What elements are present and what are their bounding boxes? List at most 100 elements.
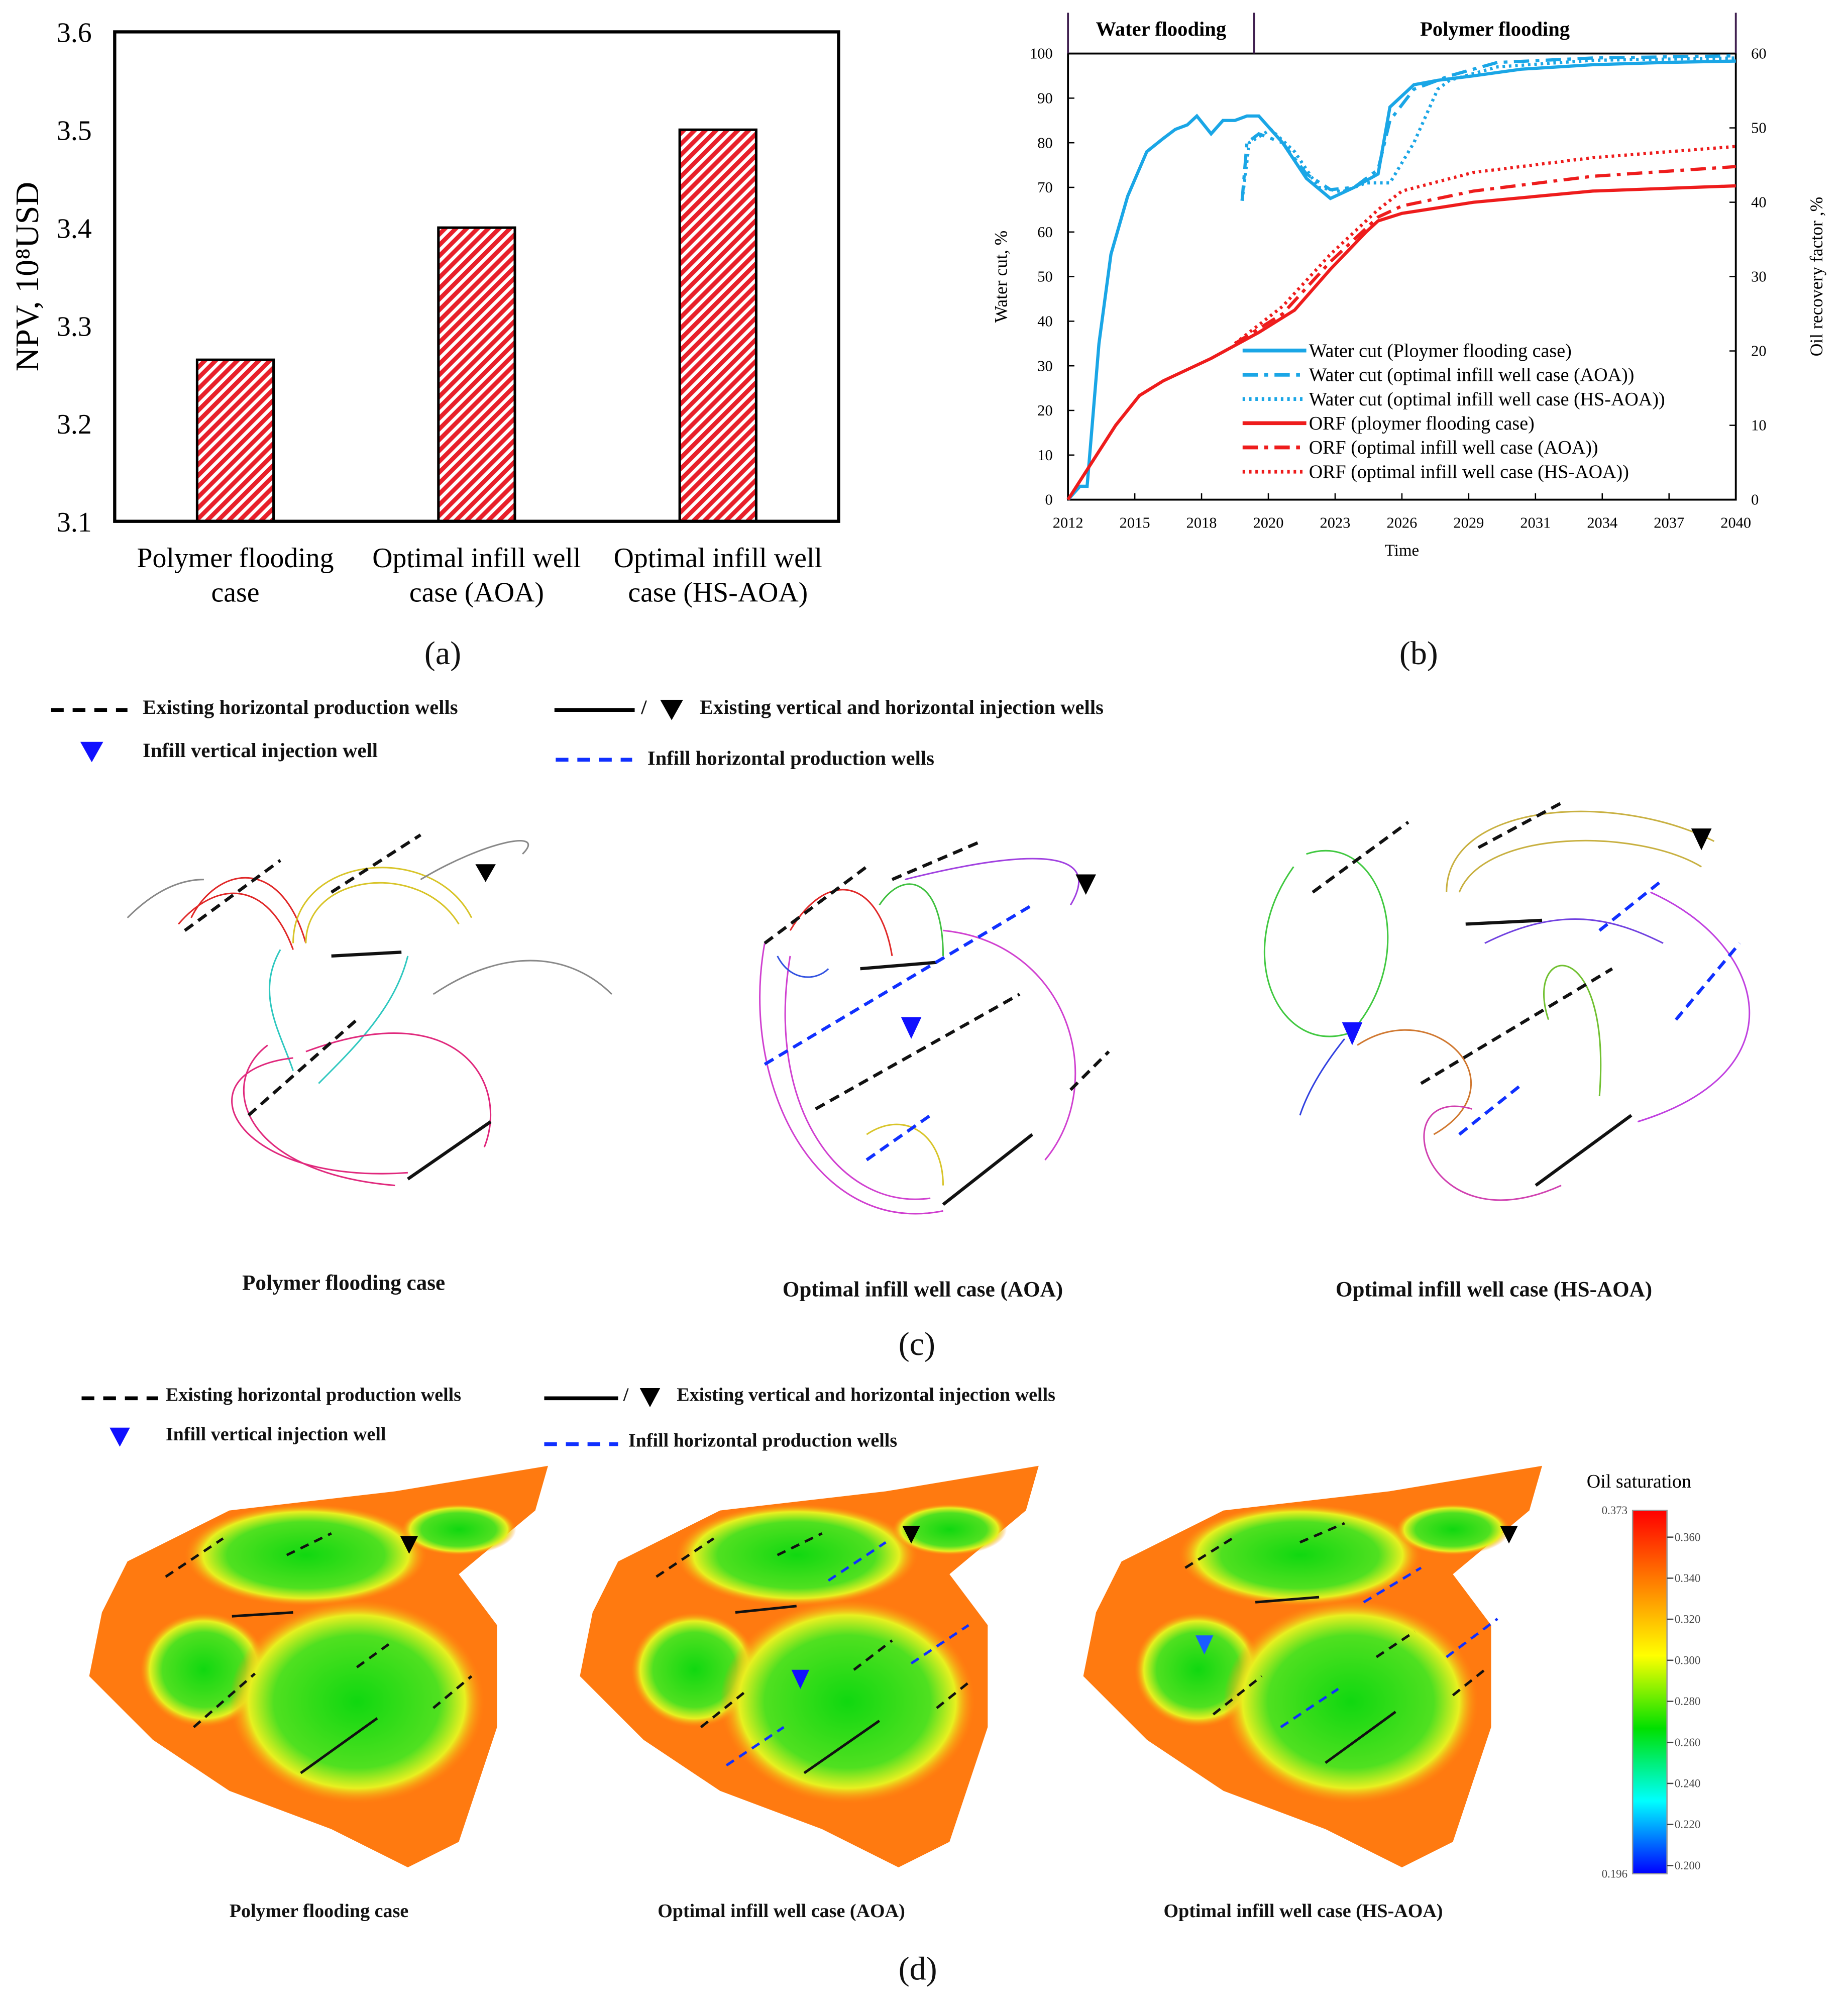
legend-label: ORF (optimal infill well case (HS-AOA)) <box>1309 461 1629 482</box>
y-right-tick-label: 40 <box>1751 194 1766 211</box>
y-tick-label: 3.4 <box>57 213 92 244</box>
y-tick-label: 3.2 <box>57 409 92 440</box>
y-axis-label: NPV, 10⁸USD <box>9 182 46 371</box>
y-tick-label: 3.5 <box>57 116 92 147</box>
series-line <box>1066 59 1736 501</box>
legend-infill-production: Infill horizontal production wells <box>628 1431 898 1452</box>
colorbar-tick-label: 0.260 <box>1675 1736 1700 1749</box>
x-tick-label: 2015 <box>1120 514 1150 531</box>
caption-c: (c) <box>898 1325 935 1363</box>
x-tick-label: 2031 <box>1520 514 1551 531</box>
y-tick-label: 3.1 <box>57 507 92 538</box>
x-tick-label: 2029 <box>1453 514 1484 531</box>
legend-infill-injection: Infill vertical injection well <box>143 741 378 763</box>
legend-existing-production: Existing horizontal production wells <box>165 1385 462 1406</box>
colorbar-tick-label: 0.200 <box>1675 1859 1700 1872</box>
colorbar-min: 0.196 <box>1602 1867 1627 1880</box>
plot-frame <box>113 30 840 523</box>
streamline-polymer-case <box>127 833 612 1187</box>
x-tick-label: 2037 <box>1654 514 1684 531</box>
colorbar-max: 0.373 <box>1602 1504 1627 1517</box>
y-left-tick-label: 50 <box>1037 268 1052 285</box>
x-tick-label: Optimal infill well <box>614 543 822 574</box>
colorbar-tick-label: 0.220 <box>1675 1818 1700 1831</box>
legend-infill-production: Infill horizontal production wells <box>647 748 934 770</box>
y-left-tick-label: 20 <box>1037 402 1052 419</box>
solid-black-line-icon <box>554 708 635 712</box>
legend-existing-production: Existing horizontal production wells <box>143 697 458 719</box>
x-tick-label: 2026 <box>1386 514 1417 531</box>
x-tick-label: Polymer flooding <box>137 543 334 574</box>
y-left-tick-label: 90 <box>1037 90 1052 107</box>
x-tick-label: case (HS-AOA) <box>628 577 808 608</box>
label-map-hs-aoa: Optimal infill well case (HS-AOA) <box>1163 1902 1443 1923</box>
label-streamline-polymer: Polymer flooding case <box>242 1271 446 1295</box>
legend-separator: / <box>641 697 647 719</box>
y-tick-label: 3.6 <box>57 18 92 49</box>
series-line <box>1240 54 1736 201</box>
y-right-tick-label: 60 <box>1751 45 1766 62</box>
label-map-aoa: Optimal infill well case (AOA) <box>658 1902 905 1923</box>
label-streamline-aoa: Optimal infill well case (AOA) <box>782 1277 1063 1302</box>
black-triangle-icon <box>660 699 683 720</box>
legend-existing-injection: Existing vertical and horizontal injecti… <box>677 1385 1055 1406</box>
dashed-black-line-icon <box>81 1396 158 1401</box>
caption-a: (a) <box>424 635 462 672</box>
y-left-tick-label: 10 <box>1037 447 1052 464</box>
legend-separator: / <box>623 1385 629 1406</box>
streamline-aoa-case <box>759 839 1110 1215</box>
label-map-polymer: Polymer flooding case <box>229 1902 409 1923</box>
dashed-blue-line-icon <box>544 1442 618 1446</box>
colorbar-tick-label: 0.320 <box>1675 1613 1700 1626</box>
x-tick-label: 2040 <box>1720 514 1751 531</box>
map-aoa-case <box>656 1526 969 1774</box>
oil-saturation-maps <box>89 1465 1543 1867</box>
x-tick-label: 2034 <box>1587 514 1617 531</box>
legend-label: Water cut (optimal infill well case (AOA… <box>1309 365 1635 386</box>
y-right-tick-label: 0 <box>1751 491 1759 508</box>
x-tick-label: 2012 <box>1053 514 1083 531</box>
y-left-tick-label: 60 <box>1037 224 1052 241</box>
y-left-tick-label: 0 <box>1045 491 1053 508</box>
black-triangle-icon <box>639 1388 661 1408</box>
streamline-hs-aoa-case <box>1263 801 1751 1201</box>
y-left-tick-label: 40 <box>1037 313 1052 330</box>
water-cut-orf-line-chart: Water flooding Polymer flooding 0 10 20 30 40 5… <box>991 13 1826 560</box>
legend-infill-injection: Infill vertical injection well <box>165 1425 386 1446</box>
series-line <box>1066 184 1736 501</box>
x-tick-label: case (AOA) <box>409 577 544 608</box>
oil-saturation-colorbar: Oil saturation 0.373 0.196 0.360 0.340 0.320 0… <box>1587 1471 1700 1880</box>
x-tick-label: Optimal infill well <box>372 543 581 574</box>
x-tick-label: case <box>211 577 260 608</box>
caption-b: (b) <box>1399 635 1438 672</box>
x-tick-label: 2018 <box>1186 514 1217 531</box>
legend-label: Water cut (optimal infill well case (HS-… <box>1309 389 1665 410</box>
y-left-axis-label: Water cut, % <box>991 231 1011 323</box>
y-tick-label: 3.3 <box>57 311 92 342</box>
legend-label: ORF (optimal infill well case (AOA)) <box>1309 437 1598 458</box>
label-streamline-hs-aoa: Optimal infill well case (HS-AOA) <box>1335 1277 1653 1302</box>
map-hs-aoa-case <box>1184 1522 1518 1764</box>
colorbar-tick-label: 0.280 <box>1675 1695 1700 1708</box>
y-left-tick-label: 80 <box>1037 134 1052 151</box>
y-right-tick-label: 10 <box>1751 417 1766 434</box>
y-left-tick-label: 100 <box>1030 45 1053 62</box>
series-line <box>1234 145 1736 345</box>
blue-triangle-icon <box>110 1427 130 1447</box>
x-tick-label: 2023 <box>1320 514 1351 531</box>
phase-label: Polymer flooding <box>1420 18 1570 40</box>
colorbar-title: Oil saturation <box>1587 1471 1691 1492</box>
y-right-tick-label: 50 <box>1751 120 1766 137</box>
y-right-tick-label: 30 <box>1751 268 1766 285</box>
colorbar-tick-label: 0.340 <box>1675 1572 1700 1585</box>
x-axis-label: Time <box>1385 542 1419 560</box>
bar <box>678 128 757 523</box>
colorbar-tick-label: 0.360 <box>1675 1531 1700 1543</box>
blue-triangle-icon <box>80 742 103 763</box>
bar <box>195 358 275 523</box>
phase-label: Water flooding <box>1096 18 1227 40</box>
legend-label: Water cut (Ploymer flooding case) <box>1309 340 1572 361</box>
x-tick-label: 2020 <box>1253 514 1284 531</box>
